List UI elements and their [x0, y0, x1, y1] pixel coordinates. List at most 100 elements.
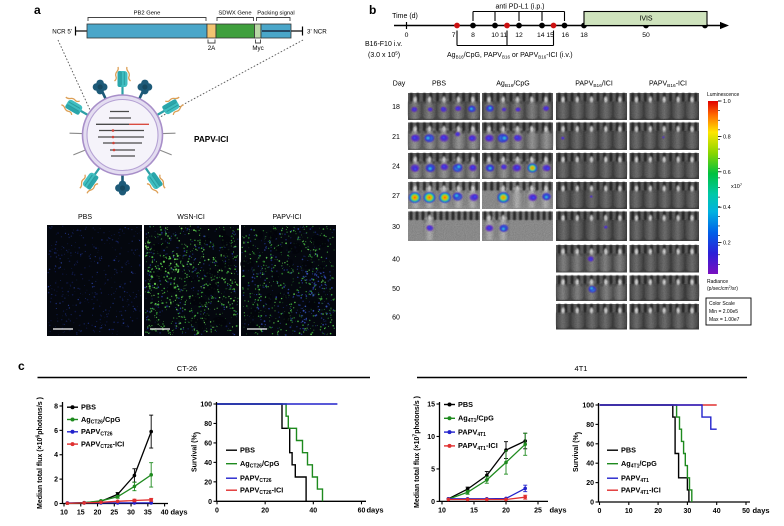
svg-text:0.2: 0.2 [723, 241, 731, 247]
svg-text:PAPVCT26-ICI: PAPVCT26-ICI [240, 486, 283, 497]
svg-text:Survival (%): Survival (%) [573, 432, 583, 472]
svg-text:(3.0 x 105): (3.0 x 105) [368, 51, 400, 60]
svg-text:PB2 Gene: PB2 Gene [134, 11, 161, 17]
svg-text:B16-F10 i.v.: B16-F10 i.v. [365, 41, 402, 48]
svg-text:CT-26: CT-26 [177, 364, 197, 373]
svg-text:AgB16/CpG, PAPVB16 or PAPVB16-: AgB16/CpG, PAPVB16 or PAPVB16-ICI (i.v.) [447, 52, 573, 60]
svg-text:PBS: PBS [81, 403, 96, 412]
svg-text:PAPVB16-ICI: PAPVB16-ICI [649, 81, 687, 90]
svg-text:30: 30 [392, 224, 400, 231]
svg-text:PAPV4T1-ICI: PAPV4T1-ICI [621, 486, 661, 497]
svg-text:80: 80 [586, 422, 594, 429]
svg-text:80: 80 [204, 421, 212, 428]
svg-text:40: 40 [586, 461, 594, 468]
svg-text:NCR 5': NCR 5' [52, 29, 72, 36]
svg-text:PBS: PBS [458, 400, 473, 409]
svg-text:4T1: 4T1 [575, 364, 588, 373]
svg-text:0.4: 0.4 [723, 205, 731, 211]
svg-text:1.0: 1.0 [723, 99, 731, 105]
svg-text:20: 20 [586, 480, 594, 487]
svg-text:25: 25 [534, 507, 542, 514]
svg-text:8: 8 [54, 403, 58, 410]
svg-text:3' NCR: 3' NCR [307, 29, 327, 36]
svg-text:7: 7 [452, 32, 456, 39]
svg-text:30: 30 [127, 510, 135, 517]
svg-text:PBS: PBS [432, 81, 446, 88]
svg-text:Median total flux (×107photons: Median total flux (×107photons/s ) [413, 396, 422, 508]
svg-text:20: 20 [261, 507, 269, 514]
svg-text:10: 10 [438, 507, 446, 514]
svg-text:Luminescence: Luminescence [707, 92, 739, 98]
svg-text:Ag4T1/CpG: Ag4T1/CpG [458, 414, 494, 425]
svg-text:PAPV-ICI: PAPV-ICI [194, 135, 228, 144]
svg-text:0: 0 [54, 501, 58, 508]
svg-text:15: 15 [470, 507, 478, 514]
svg-text:PBS: PBS [240, 446, 255, 455]
svg-text:(p/sec/cm2/sr): (p/sec/cm2/sr) [707, 285, 738, 292]
svg-text:Min = 2.00e5: Min = 2.00e5 [709, 309, 738, 315]
svg-text:60: 60 [358, 507, 366, 514]
svg-text:Time (d): Time (d) [392, 13, 418, 20]
svg-text:100: 100 [582, 403, 594, 410]
svg-text:2A: 2A [208, 45, 216, 52]
svg-text:Median total flux (×106photons: Median total flux (×106photons/s ) [36, 397, 45, 509]
svg-text:10: 10 [625, 508, 633, 515]
svg-text:30: 30 [684, 508, 692, 515]
svg-text:0: 0 [405, 32, 409, 39]
svg-text:50: 50 [392, 286, 400, 293]
svg-text:b: b [369, 3, 376, 17]
svg-text:50: 50 [642, 32, 650, 39]
svg-text:10: 10 [427, 434, 435, 441]
svg-text:0.6: 0.6 [723, 170, 731, 176]
svg-text:days: days [170, 508, 187, 517]
svg-text:14: 14 [537, 32, 545, 39]
svg-text:PAPVCT26: PAPVCT26 [81, 427, 113, 438]
svg-text:Packing signal: Packing signal [257, 11, 294, 17]
svg-text:50: 50 [742, 508, 750, 515]
svg-text:15: 15 [77, 510, 85, 517]
svg-text:Day: Day [393, 81, 406, 88]
svg-text:anti PD-L1 (i.p.): anti PD-L1 (i.p.) [495, 4, 544, 11]
svg-text:5: 5 [431, 466, 435, 473]
svg-text:40: 40 [161, 510, 169, 517]
svg-text:PAPV4T1: PAPV4T1 [458, 427, 486, 438]
svg-text:Color Scale: Color Scale [709, 301, 735, 307]
svg-text:40: 40 [309, 507, 317, 514]
svg-text:Myc: Myc [252, 45, 263, 52]
svg-text:40: 40 [392, 256, 400, 263]
svg-text:35: 35 [144, 510, 152, 517]
svg-text:PAPVCT26-ICI: PAPVCT26-ICI [81, 439, 124, 450]
svg-text:24: 24 [392, 164, 400, 171]
svg-text:0: 0 [431, 499, 435, 506]
svg-text:PBS: PBS [78, 214, 92, 221]
svg-text:6: 6 [54, 428, 58, 435]
svg-text:18: 18 [392, 104, 400, 111]
svg-text:0: 0 [598, 508, 602, 515]
svg-text:PBS: PBS [621, 446, 636, 455]
svg-text:25: 25 [110, 510, 118, 517]
svg-text:AgCT26/CpG: AgCT26/CpG [240, 459, 280, 470]
svg-text:4: 4 [54, 452, 58, 459]
svg-text:11: 11 [500, 32, 507, 39]
svg-text:Max = 1.00e7: Max = 1.00e7 [709, 317, 740, 323]
svg-text:10: 10 [60, 510, 68, 517]
svg-text:60: 60 [204, 440, 212, 447]
svg-text:0.8: 0.8 [723, 134, 731, 140]
svg-text:60: 60 [586, 441, 594, 448]
svg-text:PAPV4T1: PAPV4T1 [621, 474, 649, 485]
svg-text:Radiance: Radiance [707, 279, 728, 285]
svg-text:2: 2 [54, 477, 58, 484]
svg-text:20: 20 [502, 507, 510, 514]
svg-text:SDWX Gene: SDWX Gene [218, 11, 251, 17]
svg-text:c: c [18, 359, 25, 373]
svg-text:0: 0 [208, 499, 212, 506]
svg-text:WSN-ICI: WSN-ICI [177, 214, 205, 221]
svg-text:AgB16/CpG: AgB16/CpG [496, 81, 529, 90]
svg-text:21: 21 [392, 134, 400, 141]
svg-text:Survival (%): Survival (%) [192, 432, 202, 472]
svg-text:x107: x107 [731, 182, 743, 190]
svg-text:AgCT26/CpG: AgCT26/CpG [81, 415, 121, 426]
svg-text:60: 60 [392, 314, 400, 321]
svg-text:20: 20 [654, 508, 662, 515]
svg-text:Ag4T1/CpG: Ag4T1/CpG [621, 459, 657, 470]
